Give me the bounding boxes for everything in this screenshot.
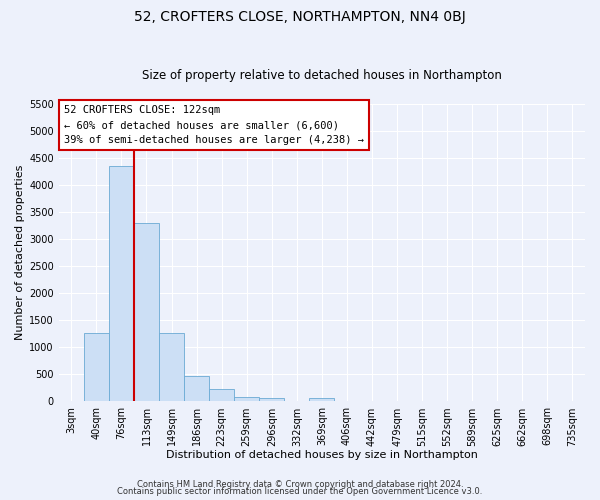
Text: Contains HM Land Registry data © Crown copyright and database right 2024.: Contains HM Land Registry data © Crown c… — [137, 480, 463, 489]
Bar — [109, 166, 134, 402]
Bar — [209, 389, 234, 402]
X-axis label: Distribution of detached houses by size in Northampton: Distribution of detached houses by size … — [166, 450, 478, 460]
Bar — [159, 333, 184, 402]
Text: Contains public sector information licensed under the Open Government Licence v3: Contains public sector information licen… — [118, 487, 482, 496]
Bar — [84, 333, 109, 402]
Text: 52, CROFTERS CLOSE, NORTHAMPTON, NN4 0BJ: 52, CROFTERS CLOSE, NORTHAMPTON, NN4 0BJ — [134, 10, 466, 24]
Bar — [134, 223, 159, 402]
Bar — [184, 376, 209, 402]
Bar — [259, 398, 284, 402]
Bar — [234, 396, 259, 402]
Bar — [310, 398, 334, 402]
Title: Size of property relative to detached houses in Northampton: Size of property relative to detached ho… — [142, 69, 502, 82]
Text: 52 CROFTERS CLOSE: 122sqm
← 60% of detached houses are smaller (6,600)
39% of se: 52 CROFTERS CLOSE: 122sqm ← 60% of detac… — [64, 106, 364, 145]
Y-axis label: Number of detached properties: Number of detached properties — [15, 165, 25, 340]
